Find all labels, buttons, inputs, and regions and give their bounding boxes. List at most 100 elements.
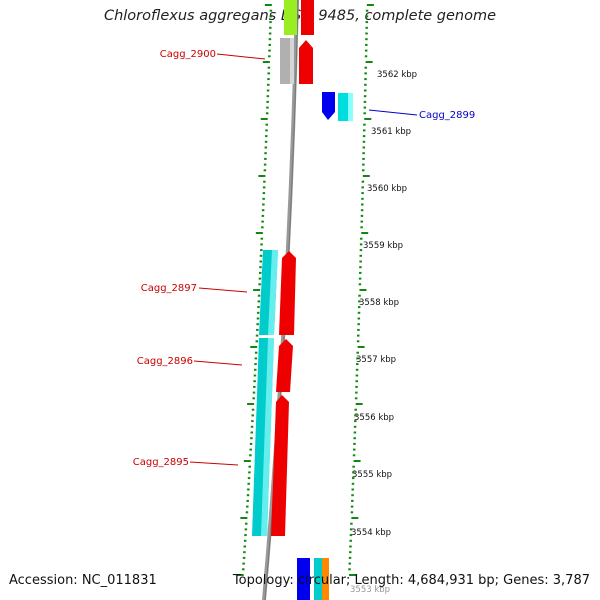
minor-tick — [365, 15, 369, 18]
minor-tick — [348, 568, 351, 571]
minor-tick — [359, 271, 362, 274]
minor-tick — [351, 477, 355, 480]
major-tick — [366, 4, 374, 6]
minor-tick — [249, 448, 252, 451]
major-tick — [240, 517, 248, 519]
minor-tick — [361, 169, 365, 172]
callout-line-2895 — [189, 461, 239, 466]
minor-tick — [365, 32, 368, 35]
minor-tick — [244, 528, 248, 531]
minor-tick — [355, 391, 358, 394]
gene-red-top — [301, 0, 314, 35]
minor-tick — [247, 477, 251, 480]
gene-label-cagg-2899[interactable]: Cagg_2899 — [419, 110, 475, 121]
gene-label-cagg-2895[interactable]: Cagg_2895 — [133, 457, 189, 468]
gene-blue-bottom — [297, 558, 310, 600]
gene-cagg-2896-shade — [261, 338, 274, 536]
minor-tick — [361, 180, 365, 183]
minor-tick — [258, 277, 262, 280]
minor-tick — [252, 397, 255, 400]
accession-label: Accession: NC_011831 — [9, 573, 157, 588]
minor-tick — [353, 448, 356, 451]
minor-tick — [253, 385, 256, 388]
minor-tick — [361, 197, 364, 200]
minor-tick — [356, 357, 359, 360]
scale-label: 3554 kbp — [351, 528, 391, 538]
minor-tick — [357, 311, 361, 314]
minor-tick — [266, 100, 269, 103]
minor-tick — [363, 95, 367, 98]
minor-tick — [260, 249, 263, 252]
minor-tick — [355, 385, 358, 388]
major-tick — [357, 346, 365, 348]
minor-tick — [268, 49, 271, 52]
minor-tick — [248, 465, 251, 468]
minor-tick — [364, 72, 367, 75]
gene-label-cagg-2897[interactable]: Cagg_2897 — [141, 283, 197, 294]
minor-tick — [242, 562, 245, 565]
gene-label-cagg-2900[interactable]: Cagg_2900 — [160, 49, 216, 60]
minor-tick — [257, 300, 261, 303]
minor-tick — [243, 539, 247, 542]
minor-tick — [268, 32, 272, 35]
minor-tick — [255, 340, 259, 343]
minor-tick — [355, 380, 358, 383]
major-tick — [353, 460, 361, 462]
minor-tick — [357, 306, 361, 309]
minor-tick — [363, 106, 367, 109]
major-tick — [264, 4, 272, 6]
minor-tick — [250, 431, 253, 434]
minor-tick — [269, 15, 272, 18]
minor-tick — [352, 454, 356, 457]
major-tick — [351, 517, 359, 519]
minor-tick — [254, 357, 258, 360]
minor-tick — [354, 414, 357, 417]
minor-tick — [243, 545, 247, 548]
minor-tick — [361, 186, 364, 189]
minor-tick — [259, 254, 263, 257]
minor-tick — [264, 157, 267, 160]
minor-tick — [349, 545, 352, 548]
minor-tick — [256, 323, 259, 326]
gene-label-cagg-2896[interactable]: Cagg_2896 — [137, 356, 193, 367]
minor-tick — [364, 66, 368, 69]
minor-tick — [362, 146, 366, 149]
minor-tick — [352, 471, 355, 474]
minor-tick — [268, 55, 271, 58]
minor-tick — [351, 499, 354, 502]
right-tick-marks — [348, 4, 374, 576]
minor-tick — [355, 374, 359, 377]
minor-tick — [264, 152, 267, 155]
scale-label: 3557 kbp — [356, 355, 396, 365]
gene-cagg-2895 — [271, 395, 289, 536]
scale-labels: 3562 kbp 3561 kbp 3560 kbp 3559 kbp 3558… — [350, 70, 417, 595]
minor-tick — [354, 420, 357, 423]
major-tick — [250, 346, 258, 348]
minor-tick — [247, 488, 250, 491]
minor-tick — [253, 380, 256, 383]
minor-tick — [361, 192, 364, 195]
minor-tick — [260, 243, 263, 246]
minor-tick — [362, 163, 365, 166]
minor-tick — [349, 539, 352, 542]
major-tick — [262, 61, 270, 63]
minor-tick — [251, 408, 255, 411]
minor-tick — [246, 494, 250, 497]
minor-tick — [252, 391, 256, 394]
minor-tick — [359, 260, 362, 263]
minor-tick — [353, 425, 357, 428]
minor-tick — [266, 95, 270, 98]
scale-label: 3561 kbp — [371, 127, 411, 137]
scale-label: 3558 kbp — [359, 298, 399, 308]
minor-tick — [364, 55, 368, 58]
callout-line-2897 — [198, 287, 248, 293]
minor-tick — [242, 568, 245, 571]
major-tick — [355, 403, 363, 405]
minor-tick — [251, 414, 254, 417]
genome-title: Chloroflexus aggregans DSM 9485, complet… — [103, 8, 497, 24]
minor-tick — [349, 528, 353, 531]
minor-tick — [362, 152, 365, 155]
minor-tick — [246, 499, 249, 502]
minor-tick — [257, 294, 261, 297]
